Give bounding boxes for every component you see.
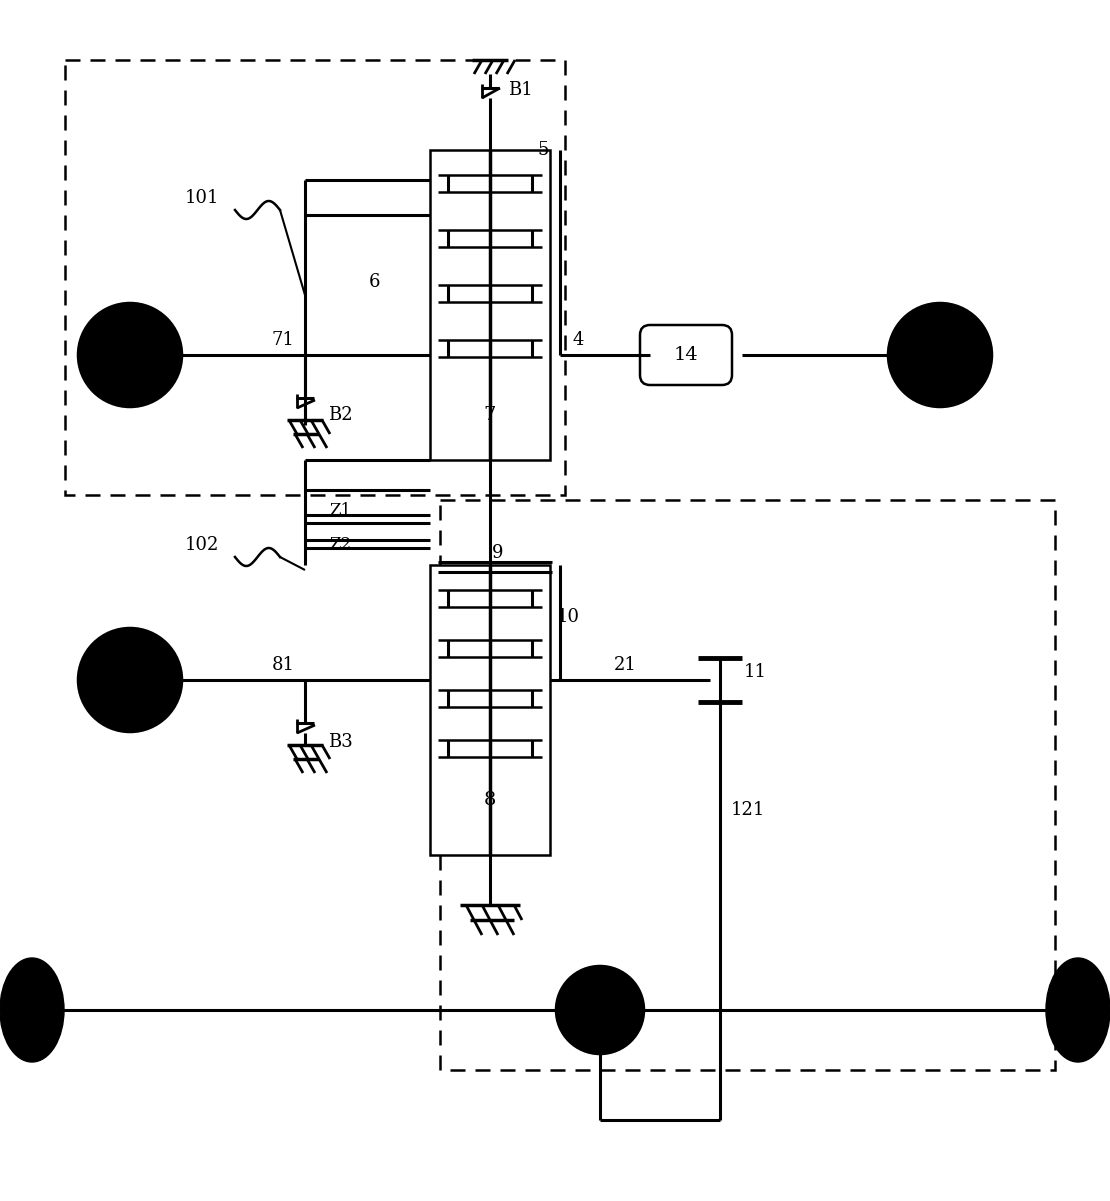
Text: 3: 3 [121, 667, 139, 693]
FancyBboxPatch shape [640, 325, 731, 386]
Text: 121: 121 [730, 801, 765, 819]
Text: 81: 81 [272, 656, 294, 674]
Text: 11: 11 [744, 663, 767, 681]
Text: B2: B2 [327, 406, 352, 424]
Text: 6: 6 [370, 273, 381, 291]
Text: 5: 5 [537, 141, 548, 159]
Text: 7: 7 [484, 406, 496, 424]
Bar [430, 150, 549, 460]
Text: 4: 4 [573, 331, 584, 349]
Text: 9: 9 [492, 544, 504, 562]
Text: B1: B1 [507, 80, 533, 98]
Text: 8: 8 [484, 791, 496, 809]
Text: B3: B3 [327, 733, 352, 751]
Ellipse shape [1046, 958, 1110, 1062]
Circle shape [78, 628, 182, 731]
Circle shape [888, 303, 992, 407]
Ellipse shape [0, 958, 64, 1062]
Text: 21: 21 [614, 656, 636, 674]
Text: 12: 12 [585, 998, 615, 1022]
Bar [430, 564, 549, 855]
Text: 101: 101 [184, 189, 220, 207]
Text: 71: 71 [272, 331, 294, 349]
Text: 2: 2 [121, 341, 139, 369]
Bar [440, 500, 1054, 1070]
Text: Z1: Z1 [329, 502, 351, 519]
Bar [65, 60, 565, 495]
Text: 10: 10 [556, 608, 579, 626]
Text: 1: 1 [931, 341, 949, 369]
Circle shape [556, 966, 644, 1054]
Text: Z2: Z2 [329, 536, 351, 552]
Circle shape [78, 303, 182, 407]
Text: 102: 102 [184, 536, 219, 554]
Text: 14: 14 [674, 346, 698, 364]
